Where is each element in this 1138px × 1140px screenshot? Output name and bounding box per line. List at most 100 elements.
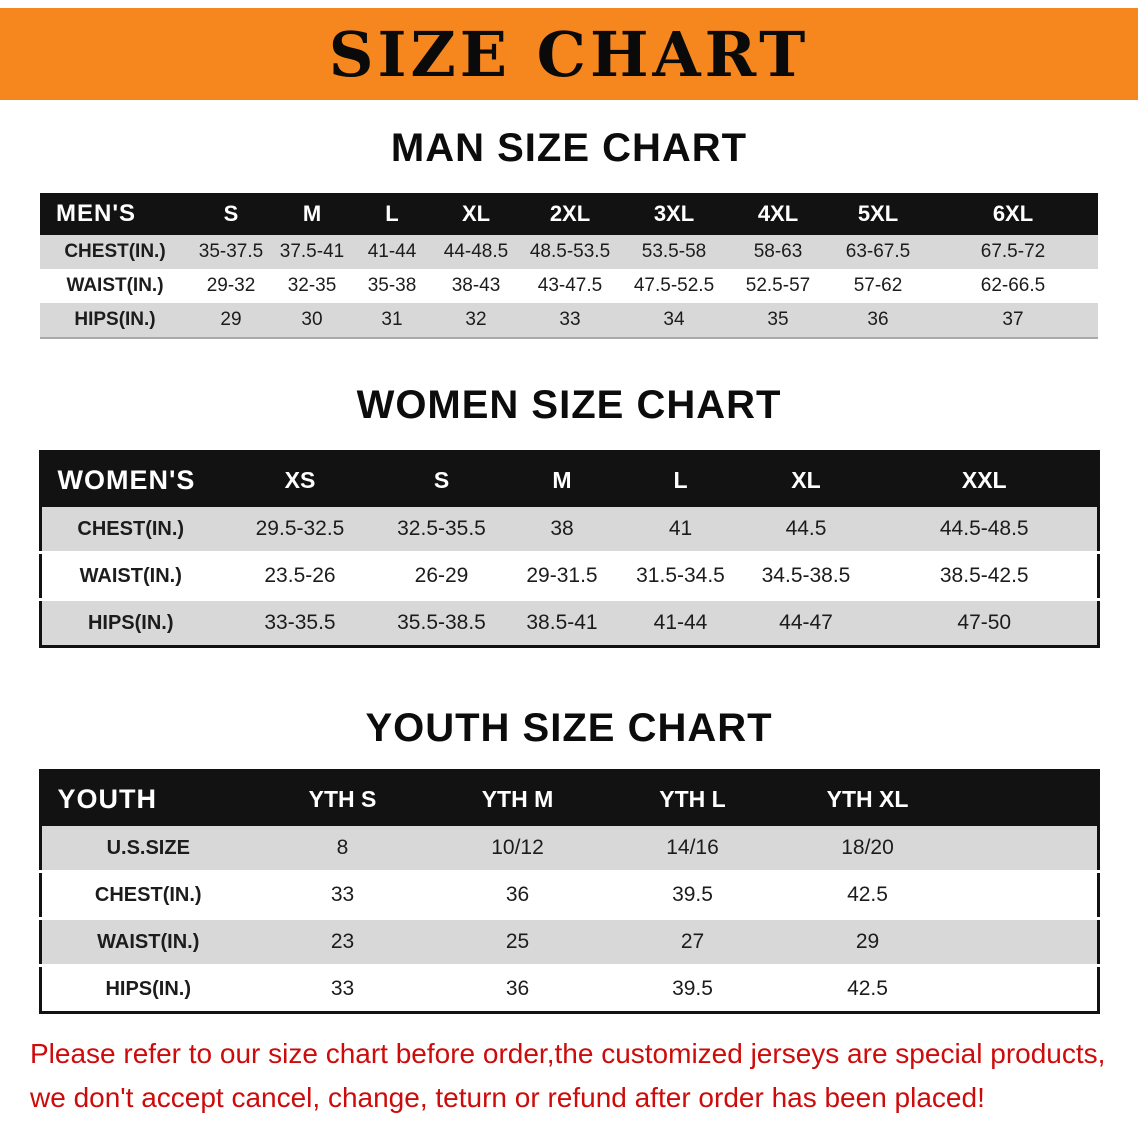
table-row: WAIST(IN.) 23 25 27 29 (40, 918, 1098, 967)
size-value-cell: 42.5 (780, 965, 955, 1013)
size-value-cell: 38-43 (432, 269, 520, 303)
size-value-cell: 27 (605, 918, 780, 967)
table-row: WAIST(IN.) 29-32 32-35 35-38 38-43 43-47… (40, 269, 1098, 303)
men-size-table: MEN'S S M L XL 2XL 3XL 4XL 5XL 6XL CHEST… (40, 193, 1098, 339)
size-column-header: YTH XL (780, 770, 955, 826)
measurement-row-label: CHEST(IN.) (40, 235, 190, 269)
men-group-label: MEN'S (40, 193, 190, 235)
size-value-cell: 30 (272, 303, 352, 338)
measurement-row-label: WAIST(IN.) (40, 269, 190, 303)
spacer-cell (955, 770, 1098, 826)
size-value-cell: 36 (430, 965, 605, 1013)
measurement-row-label: HIPS(IN.) (40, 599, 220, 647)
size-value-cell: 38 (503, 507, 621, 554)
size-column-header: XL (740, 451, 872, 507)
youth-group-label: YOUTH (40, 770, 255, 826)
size-column-header: 2XL (520, 193, 620, 235)
size-value-cell: 39.5 (605, 965, 780, 1013)
banner: SIZE CHART (0, 8, 1138, 100)
size-value-cell: 8 (255, 826, 430, 873)
size-value-cell: 63-67.5 (828, 235, 928, 269)
women-size-table: WOMEN'S XS S M L XL XXL CHEST(IN.) 29.5-… (38, 450, 1100, 648)
size-value-cell: 52.5-57 (728, 269, 828, 303)
size-value-cell: 39.5 (605, 871, 780, 920)
table-row: U.S.SIZE 8 10/12 14/16 18/20 (40, 826, 1098, 873)
size-value-cell: 67.5-72 (928, 235, 1098, 269)
size-value-cell: 18/20 (780, 826, 955, 873)
size-value-cell: 44.5-48.5 (872, 507, 1098, 554)
size-value-cell: 33 (255, 965, 430, 1013)
spacer-cell (955, 871, 1098, 920)
measurement-row-label: WAIST(IN.) (40, 552, 220, 601)
size-value-cell: 33 (520, 303, 620, 338)
size-value-cell: 44-48.5 (432, 235, 520, 269)
table-row: HIPS(IN.) 33 36 39.5 42.5 (40, 965, 1098, 1013)
table-row: HIPS(IN.) 29 30 31 32 33 34 35 36 37 (40, 303, 1098, 338)
youth-header-row: YOUTH YTH S YTH M YTH L YTH XL (40, 770, 1098, 826)
size-value-cell: 43-47.5 (520, 269, 620, 303)
size-column-header: L (352, 193, 432, 235)
size-column-header: YTH L (605, 770, 780, 826)
size-value-cell: 10/12 (430, 826, 605, 873)
size-column-header: 6XL (928, 193, 1098, 235)
size-column-header: 5XL (828, 193, 928, 235)
size-column-header: L (621, 451, 740, 507)
measurement-row-label: U.S.SIZE (40, 826, 255, 873)
size-value-cell: 32-35 (272, 269, 352, 303)
size-value-cell: 38.5-41 (503, 599, 621, 647)
size-value-cell: 58-63 (728, 235, 828, 269)
size-value-cell: 37.5-41 (272, 235, 352, 269)
men-section-heading: MAN SIZE CHART (390, 126, 748, 170)
size-value-cell: 48.5-53.5 (520, 235, 620, 269)
size-value-cell: 47-50 (872, 599, 1098, 647)
size-value-cell: 42.5 (780, 871, 955, 920)
disclaimer: Please refer to our size chart before or… (30, 1032, 1138, 1120)
page-title: SIZE CHART (328, 17, 810, 91)
size-value-cell: 29.5-32.5 (220, 507, 380, 554)
women-group-label: WOMEN'S (40, 451, 220, 507)
size-value-cell: 62-66.5 (928, 269, 1098, 303)
men-header-row: MEN'S S M L XL 2XL 3XL 4XL 5XL 6XL (40, 193, 1098, 235)
table-row: CHEST(IN.) 29.5-32.5 32.5-35.5 38 41 44.… (40, 507, 1098, 554)
measurement-row-label: HIPS(IN.) (40, 965, 255, 1013)
size-column-header: 4XL (728, 193, 828, 235)
measurement-row-label: HIPS(IN.) (40, 303, 190, 338)
size-value-cell: 35 (728, 303, 828, 338)
spacer-cell (955, 918, 1098, 967)
table-row: CHEST(IN.) 33 36 39.5 42.5 (40, 871, 1098, 920)
youth-size-table: YOUTH YTH S YTH M YTH L YTH XL U.S.SIZE … (38, 769, 1100, 1014)
measurement-row-label: WAIST(IN.) (40, 918, 255, 967)
size-value-cell: 14/16 (605, 826, 780, 873)
measurement-row-label: CHEST(IN.) (40, 507, 220, 554)
size-column-header: YTH S (255, 770, 430, 826)
size-value-cell: 41 (621, 507, 740, 554)
size-value-cell: 33-35.5 (220, 599, 380, 647)
size-column-header: XL (432, 193, 520, 235)
size-value-cell: 36 (828, 303, 928, 338)
size-value-cell: 26-29 (380, 552, 503, 601)
size-value-cell: 36 (430, 871, 605, 920)
size-value-cell: 29 (190, 303, 272, 338)
size-value-cell: 25 (430, 918, 605, 967)
table-row: WAIST(IN.) 23.5-26 26-29 29-31.5 31.5-34… (40, 552, 1098, 601)
size-value-cell: 23 (255, 918, 430, 967)
disclaimer-line-2: we don't accept cancel, change, teturn o… (30, 1082, 985, 1113)
size-column-header: S (190, 193, 272, 235)
measurement-row-label: CHEST(IN.) (40, 871, 255, 920)
size-column-header: M (272, 193, 352, 235)
size-column-header: S (380, 451, 503, 507)
size-value-cell: 41-44 (621, 599, 740, 647)
spacer-cell (955, 965, 1098, 1013)
men-section: MAN SIZE CHART MEN'S S M L XL 2XL 3XL 4X… (0, 126, 1138, 339)
size-value-cell: 37 (928, 303, 1098, 338)
youth-section-heading: YOUTH SIZE CHART (365, 706, 773, 750)
size-value-cell: 44-47 (740, 599, 872, 647)
disclaimer-line-1: Please refer to our size chart before or… (30, 1038, 1106, 1069)
size-value-cell: 31.5-34.5 (621, 552, 740, 601)
size-column-header: 3XL (620, 193, 728, 235)
women-section-heading: WOMEN SIZE CHART (356, 383, 782, 427)
size-value-cell: 32.5-35.5 (380, 507, 503, 554)
size-value-cell: 44.5 (740, 507, 872, 554)
size-value-cell: 35.5-38.5 (380, 599, 503, 647)
size-value-cell: 33 (255, 871, 430, 920)
